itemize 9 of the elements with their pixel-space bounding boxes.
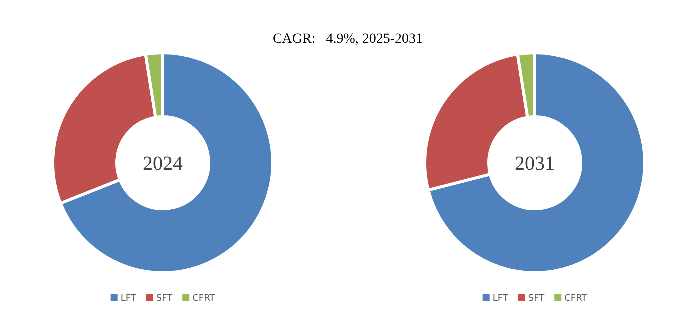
text: 2031	[515, 153, 555, 175]
legend-label: SFT	[156, 294, 174, 304]
legend-label: SFT	[528, 294, 546, 304]
legend-label: LFT	[120, 294, 137, 304]
legend-label: LFT	[492, 294, 509, 304]
legend-label: CFRT	[192, 294, 216, 304]
legend-label: CFRT	[564, 294, 588, 304]
text: CAGR: 4.9%, 2025-2031	[272, 32, 424, 47]
text: 2024	[143, 153, 183, 175]
